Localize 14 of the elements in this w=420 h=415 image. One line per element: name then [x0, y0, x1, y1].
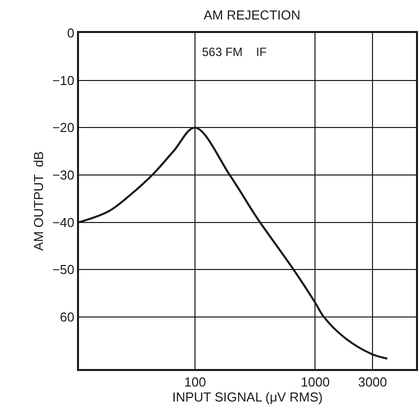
y-tick-label: −10	[52, 72, 74, 88]
chart-title: AM REJECTION	[204, 7, 300, 22]
y-axis-title: AM OUTPUT dB	[30, 151, 46, 251]
x-tick-label: 3000	[358, 374, 388, 390]
y-tick-label: −50	[52, 262, 74, 278]
y-tick-label: −40	[52, 214, 74, 230]
annotation: 563 FM IF	[202, 45, 267, 59]
x-tick-label: 100	[184, 374, 206, 390]
y-tick-label: 0	[67, 26, 74, 41]
y-tick-label: −20	[52, 120, 74, 136]
y-tick-label: 60	[60, 309, 74, 324]
x-axis-title: INPUT SIGNAL (μV RMS)	[172, 390, 323, 405]
y-tick-label: −30	[52, 168, 74, 183]
x-tick-label: 1000	[300, 374, 330, 390]
